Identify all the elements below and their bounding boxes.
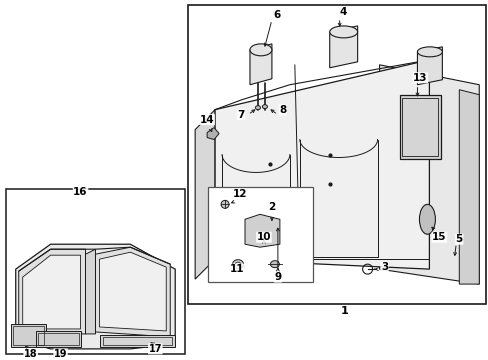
Text: 7: 7 xyxy=(237,110,244,120)
Polygon shape xyxy=(11,324,45,347)
Text: 3: 3 xyxy=(380,262,387,272)
Polygon shape xyxy=(85,249,95,334)
Bar xyxy=(399,95,441,159)
Text: 5: 5 xyxy=(455,234,462,244)
Text: 18: 18 xyxy=(24,349,38,359)
Text: 2: 2 xyxy=(268,202,275,212)
Text: 8: 8 xyxy=(279,105,286,114)
Bar xyxy=(208,188,312,282)
Polygon shape xyxy=(36,331,81,347)
Ellipse shape xyxy=(419,204,434,234)
Polygon shape xyxy=(249,44,271,85)
Text: 4: 4 xyxy=(339,7,346,17)
Polygon shape xyxy=(99,252,166,331)
Text: 13: 13 xyxy=(412,73,427,83)
Text: 6: 6 xyxy=(273,10,280,20)
Polygon shape xyxy=(215,60,428,269)
Polygon shape xyxy=(207,127,219,140)
Ellipse shape xyxy=(249,44,271,56)
Text: 11: 11 xyxy=(229,264,244,274)
Ellipse shape xyxy=(232,260,243,269)
Polygon shape xyxy=(417,47,442,85)
Ellipse shape xyxy=(262,105,267,109)
Text: 12: 12 xyxy=(232,189,247,199)
Polygon shape xyxy=(95,247,170,337)
Text: 14: 14 xyxy=(200,114,214,125)
Polygon shape xyxy=(458,90,478,284)
Text: 10: 10 xyxy=(256,232,271,242)
Polygon shape xyxy=(22,255,81,329)
Polygon shape xyxy=(100,335,175,347)
Ellipse shape xyxy=(255,106,260,110)
Polygon shape xyxy=(16,244,175,349)
Bar xyxy=(402,98,437,157)
Text: 1: 1 xyxy=(340,306,348,316)
Ellipse shape xyxy=(235,262,240,266)
Text: 1: 1 xyxy=(340,306,348,316)
Bar xyxy=(188,5,485,304)
Text: 15: 15 xyxy=(431,232,446,242)
Ellipse shape xyxy=(417,47,442,57)
Polygon shape xyxy=(379,65,478,284)
Polygon shape xyxy=(329,26,357,68)
Text: 17: 17 xyxy=(148,344,162,354)
Polygon shape xyxy=(19,249,85,334)
Polygon shape xyxy=(244,214,279,247)
Text: 19: 19 xyxy=(54,349,67,359)
Polygon shape xyxy=(195,110,215,279)
Text: 9: 9 xyxy=(274,272,281,282)
Ellipse shape xyxy=(270,261,279,267)
Bar xyxy=(6,189,185,354)
Ellipse shape xyxy=(221,201,228,208)
Ellipse shape xyxy=(329,26,357,38)
Text: 16: 16 xyxy=(73,188,87,197)
